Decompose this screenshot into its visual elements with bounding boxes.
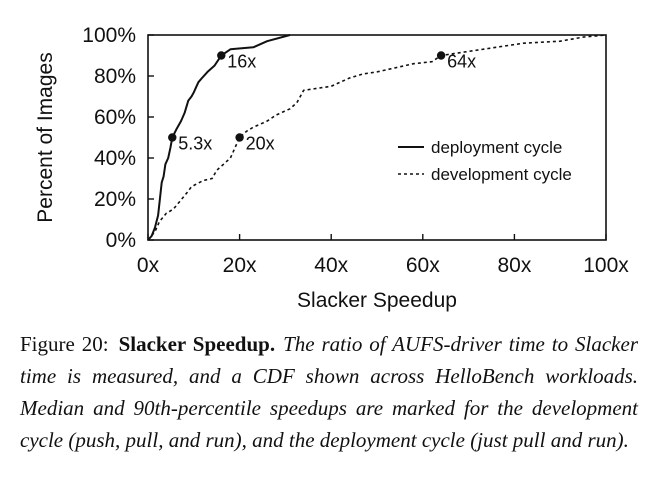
caption-label: Figure 20: xyxy=(20,332,109,356)
x-tick-label: 40x xyxy=(314,254,348,277)
caption-title: Slacker Speedup. xyxy=(118,332,276,356)
legend-label-development: development cycle xyxy=(431,165,572,184)
legend: deployment cycle development cycle xyxy=(398,138,572,184)
cdf-chart: 0x 20x 40x 60x 80x 100x 0% 20% 40% 60% 80% 100% 5.3… xyxy=(34,24,629,312)
x-tick-label: 20x xyxy=(223,254,257,277)
development-cycle-line xyxy=(147,34,607,241)
speedup-marker xyxy=(235,133,244,142)
figure-caption: Figure 20: Slacker Speedup. The ratio of A… xyxy=(20,328,638,456)
speedup-marker xyxy=(168,133,177,142)
y-tick-label: 20% xyxy=(94,188,136,211)
speedup-marker xyxy=(436,51,446,60)
y-tick-label: 40% xyxy=(94,147,136,170)
y-tick-label: 0% xyxy=(106,229,136,252)
speedup-label: 16x xyxy=(227,52,256,72)
speedup-label: 64x xyxy=(447,52,476,72)
x-axis-label: Slacker Speedup xyxy=(297,289,457,312)
y-axis-label: Percent of Images xyxy=(34,52,57,222)
x-tick-label: 0x xyxy=(137,254,160,277)
speedup-label: 20x xyxy=(246,134,275,154)
x-tick-label: 60x xyxy=(406,254,440,277)
plot-frame xyxy=(147,34,607,241)
speedup-marker xyxy=(217,51,226,60)
x-tick-label: 100x xyxy=(583,254,629,277)
axis-ticks: 0x 20x 40x 60x 80x 100x 0% 20% 40% 60% 80% 100% xyxy=(82,24,629,277)
plot-area xyxy=(147,34,607,241)
speedup-label: 5.3x xyxy=(178,134,212,154)
annotation-layer: 5.3x 16x 20x 64x xyxy=(168,51,476,154)
y-tick-label: 60% xyxy=(94,106,136,129)
y-tick-label: 100% xyxy=(82,24,136,47)
x-tick-label: 80x xyxy=(497,254,531,277)
caption-body: The ratio of AUFS-driver time to Slacker… xyxy=(20,332,638,452)
y-tick-label: 80% xyxy=(94,65,136,88)
legend-label-deployment: deployment cycle xyxy=(431,138,562,157)
